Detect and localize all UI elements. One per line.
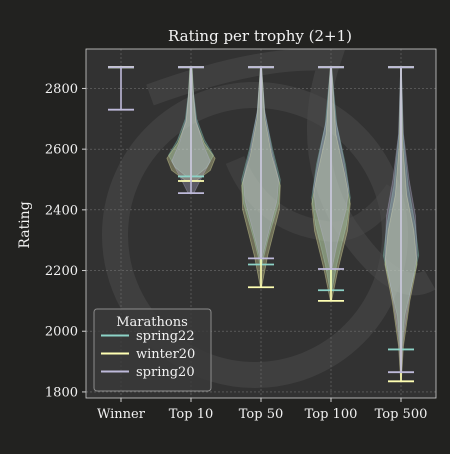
y-tick-label: 2400: [45, 203, 78, 218]
x-tick-label: Top 10: [169, 407, 213, 422]
legend-label-winter20: winter20: [136, 347, 195, 362]
chart-title: Rating per trophy (2+1): [168, 27, 352, 45]
legend: Marathons spring22 winter20 spring20: [93, 308, 212, 392]
x-tick-label: Top 50: [239, 407, 283, 422]
x-axis: Winner Top 10 Top 50 Top 100 Top 500: [97, 398, 427, 422]
x-tick-label: Top 100: [305, 407, 358, 422]
x-tick-label: Winner: [97, 407, 146, 422]
min-max-bars: [108, 66, 414, 383]
x-tick-label: Top 500: [375, 407, 428, 422]
y-tick-label: 2800: [45, 82, 78, 97]
y-axis: 1800 2000 2200 2400 2600 2800: [45, 82, 86, 400]
y-tick-label: 2000: [45, 325, 78, 340]
legend-entries: spring22 winter20 spring20: [101, 329, 195, 380]
y-tick-label: 2600: [45, 143, 78, 158]
y-tick-label: 2200: [45, 264, 78, 279]
legend-label-spring22: spring22: [136, 329, 195, 344]
y-axis-label: Rating: [17, 201, 33, 248]
legend-title: Marathons: [116, 315, 188, 330]
y-tick-label: 1800: [45, 385, 78, 400]
legend-label-spring20: spring20: [136, 365, 195, 380]
